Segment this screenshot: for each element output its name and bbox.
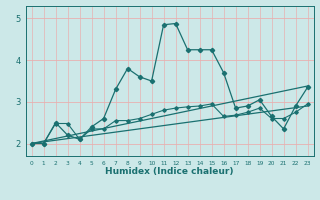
X-axis label: Humidex (Indice chaleur): Humidex (Indice chaleur)	[105, 167, 234, 176]
